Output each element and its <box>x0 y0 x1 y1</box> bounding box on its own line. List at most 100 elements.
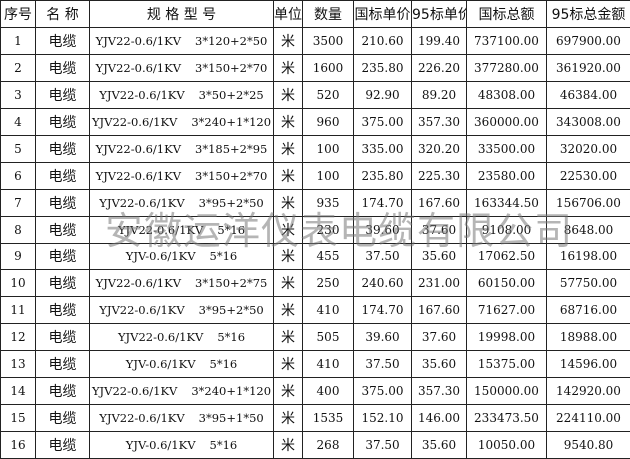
gb-total: 150000.00 <box>466 377 547 406</box>
unit: 米 <box>273 404 303 433</box>
spec-cell: YJV22-0.6/1KV 3*95+2*50 <box>89 188 274 217</box>
gb-total: 233473.50 <box>466 404 547 433</box>
size: 3*150+2*70 <box>195 168 268 183</box>
spec-cell: YJV22-0.6/1KV 3*95+1*50 <box>89 404 274 433</box>
gb-unit-price: 375.00 <box>353 377 412 406</box>
spec-cell: YJV22-0.6/1KV 3*240+1*120 <box>89 107 274 136</box>
row-number: 13 <box>0 350 36 379</box>
product-name: 电缆 <box>35 377 90 406</box>
model: YJV22-0.6/1KV <box>99 87 185 102</box>
product-name: 电缆 <box>35 431 90 459</box>
header-gb-total: 国标总额 <box>466 0 547 28</box>
header-name: 名 称 <box>35 0 90 28</box>
gb-total: 60150.00 <box>466 269 547 298</box>
product-name: 电缆 <box>35 404 90 433</box>
95-total: 46384.00 <box>546 80 630 109</box>
quantity: 400 <box>302 377 354 406</box>
95-total: 18988.00 <box>546 323 630 352</box>
product-name: 电缆 <box>35 296 90 325</box>
95-unit-price: 357.30 <box>411 377 467 406</box>
spec-cell: YJV-0.6/1KV 5*16 <box>89 350 274 379</box>
table-row: 6 电缆 YJV22-0.6/1KV 3*150+2*70 米 100 235.80 225.… <box>0 161 630 190</box>
model: YJV22-0.6/1KV <box>95 60 182 75</box>
size: 3*240+1*120 <box>191 384 272 399</box>
95-total: 68716.00 <box>546 296 630 325</box>
table-row: 14 电缆 YJV22-0.6/1KV 3*240+1*120 米 400 375.00 35… <box>0 377 630 406</box>
quantity: 268 <box>302 431 354 459</box>
spec-cell: YJV22-0.6/1KV 3*150+2*70 <box>89 53 274 82</box>
row-number: 14 <box>0 377 36 406</box>
95-total: 343008.00 <box>546 107 630 136</box>
gb-unit-price: 375.00 <box>353 107 412 136</box>
unit: 米 <box>273 53 303 82</box>
table-row: 4 电缆 YJV22-0.6/1KV 3*240+1*120 米 960 375.00 357… <box>0 107 630 136</box>
header-95-total: 95标总金额 <box>546 0 630 28</box>
table-row: 7 电缆 YJV22-0.6/1KV 3*95+2*50 米 935 174.70 167.6… <box>0 188 630 217</box>
model: YJV22-0.6/1KV <box>95 168 182 183</box>
row-number: 12 <box>0 323 36 352</box>
gb-unit-price: 37.50 <box>353 242 412 271</box>
95-total: 8648.00 <box>546 215 630 244</box>
unit: 米 <box>273 134 303 163</box>
size: 3*240+1*120 <box>191 114 272 129</box>
gb-unit-price: 37.50 <box>353 350 412 379</box>
gb-unit-price: 240.60 <box>353 269 412 298</box>
product-name: 电缆 <box>35 242 90 271</box>
row-number: 3 <box>0 80 36 109</box>
row-number: 16 <box>0 431 36 459</box>
size: 3*120+2*50 <box>195 33 268 48</box>
unit: 米 <box>273 242 303 271</box>
table-row: 16 电缆 YJV-0.6/1KV 5*16 米 268 37.50 35.60 10050.0… <box>0 431 630 459</box>
gb-total: 10050.00 <box>466 431 547 459</box>
product-name: 电缆 <box>35 161 90 190</box>
product-name: 电缆 <box>35 188 90 217</box>
spec-cell: YJV22-0.6/1KV 3*150+2*70 <box>89 161 274 190</box>
row-number: 8 <box>0 215 36 244</box>
95-unit-price: 320.20 <box>411 134 467 163</box>
spec-cell: YJV-0.6/1KV 5*16 <box>89 242 274 271</box>
table-row: 5 电缆 YJV22-0.6/1KV 3*185+2*95 米 100 335.00 320.… <box>0 134 630 163</box>
95-total: 14596.00 <box>546 350 630 379</box>
row-number: 7 <box>0 188 36 217</box>
spec-cell: YJV22-0.6/1KV 3*240+1*120 <box>89 377 274 406</box>
model: YJV22-0.6/1KV <box>91 384 178 399</box>
gb-total: 377280.00 <box>466 53 547 82</box>
row-number: 2 <box>0 53 36 82</box>
quantity: 1535 <box>302 404 354 433</box>
row-number: 9 <box>0 242 36 271</box>
gb-total: 360000.00 <box>466 107 547 136</box>
gb-total: 15375.00 <box>466 350 547 379</box>
unit: 米 <box>273 161 303 190</box>
spec-cell: YJV22-0.6/1KV 3*150+2*75 <box>89 269 274 298</box>
model: YJV22-0.6/1KV <box>95 141 182 156</box>
unit: 米 <box>273 80 303 109</box>
95-total: 361920.00 <box>546 53 630 82</box>
95-total: 57750.00 <box>546 269 630 298</box>
95-total: 224110.00 <box>546 404 630 433</box>
product-name: 电缆 <box>35 27 90 55</box>
quantity: 455 <box>302 242 354 271</box>
model: YJV22-0.6/1KV <box>117 330 204 345</box>
product-name: 电缆 <box>35 53 90 82</box>
quantity: 3500 <box>302 27 354 55</box>
gb-unit-price: 37.50 <box>353 431 412 459</box>
95-unit-price: 231.00 <box>411 269 467 298</box>
row-number: 15 <box>0 404 36 433</box>
product-name: 电缆 <box>35 215 90 244</box>
unit: 米 <box>273 377 303 406</box>
model: YJV22-0.6/1KV <box>99 411 185 426</box>
unit: 米 <box>273 350 303 379</box>
row-number: 6 <box>0 161 36 190</box>
table-row: 15 电缆 YJV22-0.6/1KV 3*95+1*50 米 1535 152.10 146… <box>0 404 630 433</box>
95-unit-price: 146.00 <box>411 404 467 433</box>
95-total: 22530.00 <box>546 161 630 190</box>
gb-unit-price: 152.10 <box>353 404 412 433</box>
product-name: 电缆 <box>35 323 90 352</box>
unit: 米 <box>273 27 303 55</box>
header-unit: 单位 <box>273 0 303 28</box>
quantity: 410 <box>302 350 354 379</box>
size: 3*150+2*75 <box>195 276 268 291</box>
95-total: 142920.00 <box>546 377 630 406</box>
gb-total: 33500.00 <box>466 134 547 163</box>
quantity: 410 <box>302 296 354 325</box>
